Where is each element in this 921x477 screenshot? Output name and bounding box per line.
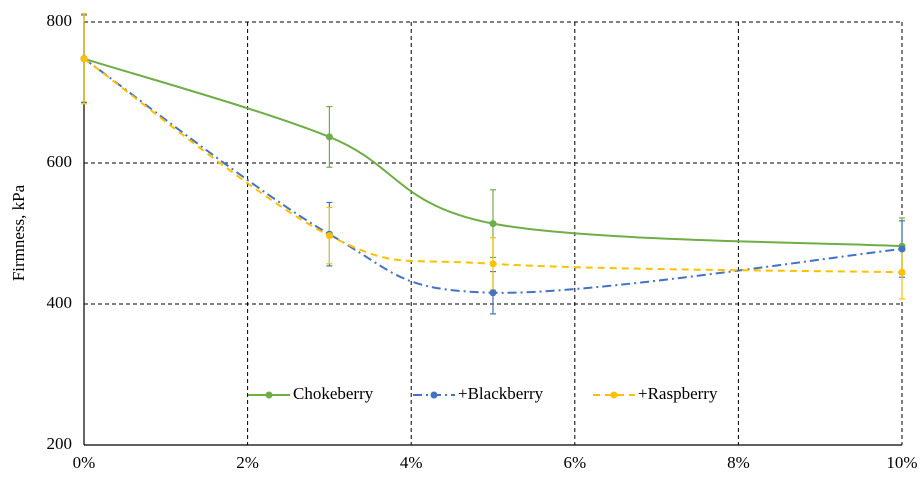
y-tick-label: 200 — [47, 434, 73, 453]
legend-marker — [265, 391, 273, 399]
y-tick-label: 400 — [47, 293, 73, 312]
series-line — [83, 57, 903, 274]
data-point — [898, 245, 906, 253]
data-point — [325, 133, 333, 141]
x-tick-label: 0% — [73, 453, 96, 472]
legend-label: +Blackberry — [458, 384, 544, 403]
x-tick-label: 4% — [400, 453, 423, 472]
series-line — [83, 57, 903, 294]
data-point — [489, 260, 497, 268]
x-tick-label: 6% — [563, 453, 586, 472]
data-point — [489, 289, 497, 297]
x-tick-label: 10% — [886, 453, 917, 472]
legend-marker — [430, 391, 438, 399]
legend-label: Chokeberry — [293, 384, 374, 403]
x-tick-label: 2% — [236, 453, 259, 472]
legend-marker — [610, 391, 618, 399]
y-tick-label: 600 — [47, 152, 73, 171]
series-line — [83, 57, 903, 248]
data-point — [325, 232, 333, 240]
x-tick-label: 8% — [727, 453, 750, 472]
y-axis-title: Firmness, kPa — [9, 184, 28, 281]
legend-label: +Raspberry — [638, 384, 718, 403]
y-tick-label: 800 — [47, 11, 73, 30]
data-point — [898, 268, 906, 276]
data-point — [80, 55, 88, 63]
data-point — [489, 220, 497, 228]
